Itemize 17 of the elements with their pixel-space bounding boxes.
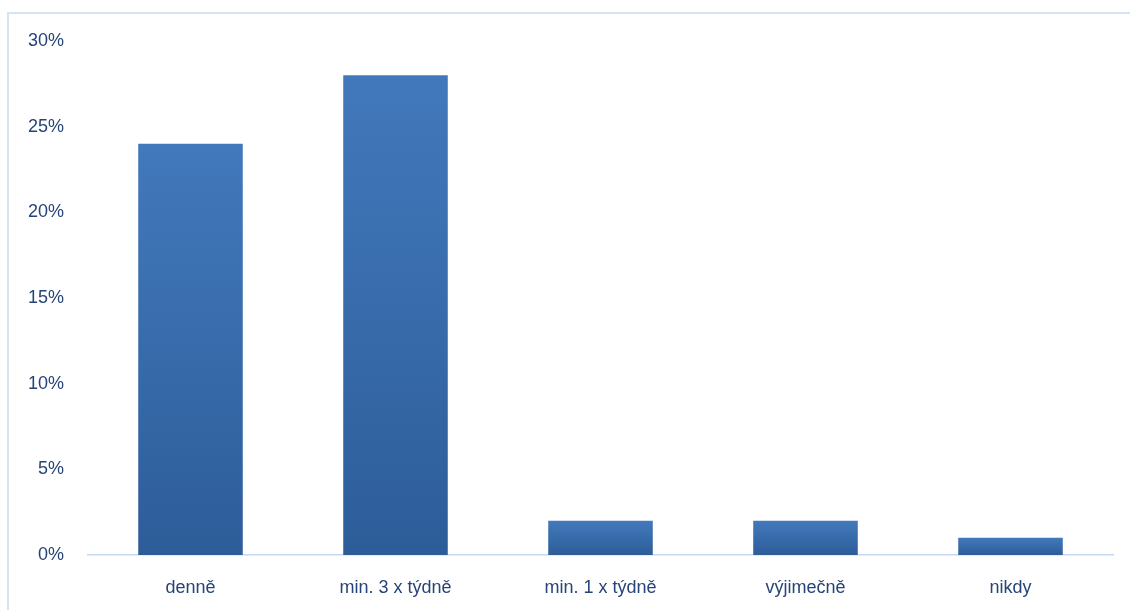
x-tick-label: min. 3 x týdně [339, 576, 452, 597]
y-tick-label: 15% [27, 286, 64, 307]
bar [753, 520, 858, 555]
y-tick-label: 10% [27, 372, 64, 393]
y-tick-label: 0% [37, 543, 64, 564]
x-tick-label: min. 1 x týdně [544, 576, 657, 597]
x-tick-label: denně [165, 576, 216, 597]
bar [343, 75, 448, 555]
y-tick-label: 20% [27, 201, 64, 222]
y-tick-label: 30% [27, 29, 64, 50]
bar [958, 537, 1063, 555]
bar [548, 520, 653, 555]
x-tick-label: výjimečně [765, 576, 846, 597]
y-tick-label: 5% [37, 458, 64, 479]
x-tick-label: nikdy [989, 576, 1032, 597]
y-tick-label: 25% [27, 115, 64, 136]
bar [138, 143, 243, 555]
